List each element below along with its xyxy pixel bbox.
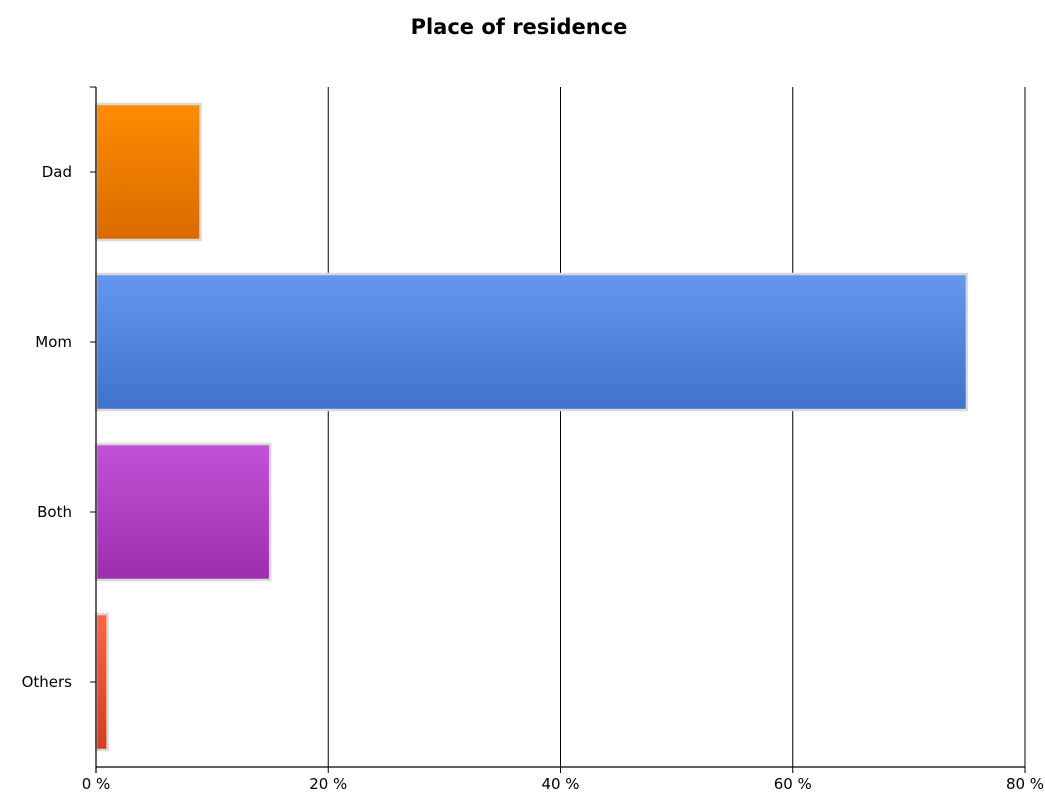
axes (90, 86, 1026, 773)
grid-lines (327, 87, 1026, 767)
category-label-both: Both (37, 503, 72, 521)
bars (94, 102, 969, 752)
category-label-others: Others (22, 673, 73, 691)
bar-dad (94, 102, 202, 242)
x-tick-label-3: 60 % (774, 775, 812, 793)
category-label-mom: Mom (35, 333, 72, 351)
bar-others (94, 612, 109, 752)
chart-title: Place of residence (411, 15, 628, 39)
category-label-dad: Dad (42, 163, 72, 181)
x-tick-label-1: 20 % (309, 775, 347, 793)
x-tick-label-0: 0 % (82, 775, 111, 793)
x-tick-label-2: 40 % (541, 775, 579, 793)
axis-labels: Dad Mom Both Others 0 % 20 % 40 % 60 % 80 % (22, 163, 1044, 793)
x-tick-label-4: 80 % (1006, 775, 1044, 793)
bar-mom (94, 272, 969, 412)
bar-both (94, 442, 272, 582)
